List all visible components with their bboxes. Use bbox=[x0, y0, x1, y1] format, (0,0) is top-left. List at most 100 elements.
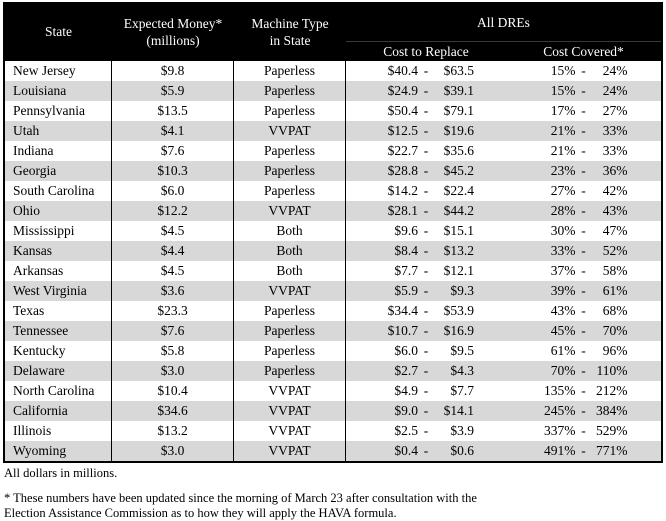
cost-to-replace-cell: $7.7 - $12.1 bbox=[346, 261, 506, 281]
expected-money-cell: $10.4 bbox=[112, 381, 234, 401]
table-row: Indiana $7.6 Paperless $22.7 - $35.6 21%… bbox=[5, 141, 661, 161]
table-row: Louisiana $5.9 Paperless $24.9 - $39.1 1… bbox=[5, 81, 661, 101]
expected-money-cell: $7.6 bbox=[112, 141, 234, 161]
header-machine-type-line1: Machine Type bbox=[251, 15, 329, 31]
percent-range: 45% - 70% bbox=[550, 323, 628, 338]
table-row: Mississippi $4.5 Both $9.6 - $15.1 30% -… bbox=[5, 221, 661, 241]
machine-type-cell: Both bbox=[234, 261, 346, 281]
state-cell: Tennessee bbox=[5, 321, 112, 341]
header-state: State bbox=[5, 4, 112, 61]
cost-covered-cell: 337% - 529% bbox=[506, 421, 661, 441]
header-all-dres-group: All DREs Cost to Replace Cost Covered* bbox=[346, 4, 661, 61]
expected-money-cell: $3.0 bbox=[112, 361, 234, 381]
percent-range: 245% - 384% bbox=[544, 403, 628, 418]
expected-money-cell: $3.0 bbox=[112, 441, 234, 461]
cost-covered-cell: 33% - 52% bbox=[506, 241, 661, 261]
expected-money-cell: $6.0 bbox=[112, 181, 234, 201]
cost-covered-cell: 15% - 24% bbox=[506, 81, 661, 101]
expected-money-cell: $4.4 bbox=[112, 241, 234, 261]
expected-money-cell: $4.5 bbox=[112, 221, 234, 241]
machine-type-cell: Paperless bbox=[234, 361, 346, 381]
expected-money-cell: $13.2 bbox=[112, 421, 234, 441]
percent-range: 28% - 43% bbox=[550, 203, 628, 218]
machine-type-cell: Paperless bbox=[234, 81, 346, 101]
percent-range: 23% - 36% bbox=[550, 163, 628, 178]
percent-range: 15% - 24% bbox=[550, 63, 628, 78]
percent-range: 37% - 58% bbox=[550, 263, 628, 278]
cost-range: $8.4 - $13.2 bbox=[394, 243, 474, 258]
cost-to-replace-cell: $2.5 - $3.9 bbox=[346, 421, 506, 441]
machine-type-cell: VVPAT bbox=[234, 281, 346, 301]
header-all-dres: All DREs bbox=[346, 4, 661, 42]
table-row: Kentucky $5.8 Paperless $6.0 - $9.5 61% … bbox=[5, 341, 661, 361]
header-cost-to-replace: Cost to Replace bbox=[383, 43, 469, 59]
percent-range: 30% - 47% bbox=[550, 223, 628, 238]
percent-range: 33% - 52% bbox=[550, 243, 628, 258]
state-cell: North Carolina bbox=[5, 381, 112, 401]
percent-range: 17% - 27% bbox=[550, 103, 628, 118]
machine-type-cell: Paperless bbox=[234, 161, 346, 181]
state-cell: Georgia bbox=[5, 161, 112, 181]
expected-money-cell: $5.9 bbox=[112, 81, 234, 101]
state-cell: Arkansas bbox=[5, 261, 112, 281]
table-row: Illinois $13.2 VVPAT $2.5 - $3.9 337% - … bbox=[5, 421, 661, 441]
state-cell: West Virginia bbox=[5, 281, 112, 301]
machine-type-cell: VVPAT bbox=[234, 201, 346, 221]
expected-money-cell: $34.6 bbox=[112, 401, 234, 421]
header-expected-money-line2: (millions) bbox=[146, 32, 200, 48]
footnotes: All dollars in millions. * These numbers… bbox=[4, 466, 604, 521]
cost-range: $2.7 - $4.3 bbox=[394, 363, 474, 378]
header-all-dres-subrow: Cost to Replace Cost Covered* bbox=[346, 42, 661, 61]
table-row: Georgia $10.3 Paperless $28.8 - $45.2 23… bbox=[5, 161, 661, 181]
cost-covered-cell: 15% - 24% bbox=[506, 61, 661, 81]
cost-to-replace-cell: $40.4 - $63.5 bbox=[346, 61, 506, 81]
cost-to-replace-cell: $10.7 - $16.9 bbox=[346, 321, 506, 341]
cost-range: $5.9 - $9.3 bbox=[394, 283, 474, 298]
dre-replacement-cost-table: State Expected Money* (millions) Machine… bbox=[3, 2, 663, 463]
expected-money-cell: $13.5 bbox=[112, 101, 234, 121]
percent-range: 61% - 96% bbox=[550, 343, 628, 358]
machine-type-cell: VVPAT bbox=[234, 401, 346, 421]
cost-range: $28.8 - $45.2 bbox=[387, 163, 474, 178]
cost-to-replace-cell: $12.5 - $19.6 bbox=[346, 121, 506, 141]
cost-to-replace-cell: $6.0 - $9.5 bbox=[346, 341, 506, 361]
cost-covered-cell: 28% - 43% bbox=[506, 201, 661, 221]
percent-range: 27% - 42% bbox=[550, 183, 628, 198]
table-row: South Carolina $6.0 Paperless $14.2 - $2… bbox=[5, 181, 661, 201]
state-cell: Pennsylvania bbox=[5, 101, 112, 121]
header-machine-type-line2: in State bbox=[269, 32, 311, 48]
header-expected-money-line1: Expected Money* bbox=[123, 15, 223, 31]
state-cell: Indiana bbox=[5, 141, 112, 161]
cost-covered-cell: 23% - 36% bbox=[506, 161, 661, 181]
cost-covered-cell: 30% - 47% bbox=[506, 221, 661, 241]
percent-range: 135% - 212% bbox=[544, 383, 628, 398]
cost-range: $50.4 - $79.1 bbox=[387, 103, 474, 118]
expected-money-cell: $10.3 bbox=[112, 161, 234, 181]
percent-range: 491% - 771% bbox=[544, 443, 628, 458]
table-row: Kansas $4.4 Both $8.4 - $13.2 33% - 52% bbox=[5, 241, 661, 261]
table-row: New Jersey $9.8 Paperless $40.4 - $63.5 … bbox=[5, 61, 661, 81]
percent-range: 43% - 68% bbox=[550, 303, 628, 318]
cost-covered-cell: 27% - 42% bbox=[506, 181, 661, 201]
state-cell: Illinois bbox=[5, 421, 112, 441]
cost-range: $28.1 - $44.2 bbox=[387, 203, 474, 218]
state-cell: Mississippi bbox=[5, 221, 112, 241]
footnote-update-note: * These numbers have been updated since … bbox=[4, 491, 604, 521]
table-header: State Expected Money* (millions) Machine… bbox=[5, 4, 661, 61]
expected-money-cell: $4.5 bbox=[112, 261, 234, 281]
table-row: California $34.6 VVPAT $9.0 - $14.1 245%… bbox=[5, 401, 661, 421]
cost-to-replace-cell: $28.1 - $44.2 bbox=[346, 201, 506, 221]
table-row: Texas $23.3 Paperless $34.4 - $53.9 43% … bbox=[5, 301, 661, 321]
percent-range: 337% - 529% bbox=[544, 423, 628, 438]
expected-money-cell: $23.3 bbox=[112, 301, 234, 321]
machine-type-cell: VVPAT bbox=[234, 381, 346, 401]
machine-type-cell: Paperless bbox=[234, 101, 346, 121]
cost-range: $14.2 - $22.4 bbox=[387, 183, 474, 198]
percent-range: 21% - 33% bbox=[550, 123, 628, 138]
header-cost-covered: Cost Covered* bbox=[543, 43, 624, 59]
cost-covered-cell: 37% - 58% bbox=[506, 261, 661, 281]
state-cell: Kansas bbox=[5, 241, 112, 261]
header-machine-type: Machine Type in State bbox=[234, 4, 346, 61]
cost-range: $6.0 - $9.5 bbox=[394, 343, 474, 358]
